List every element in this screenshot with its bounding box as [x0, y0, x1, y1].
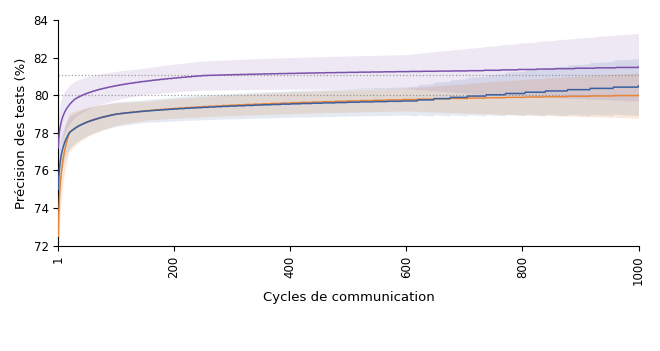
- Line: FedMCCS: FedMCCS: [58, 67, 638, 148]
- FedMCCS: [507, 68, 515, 72]
- FedCS: [310, 101, 318, 105]
- FedMCCS: [517, 67, 525, 72]
- FedMCCS: [310, 71, 318, 75]
- FedCS: [634, 84, 642, 88]
- Y-axis label: Précision des tests (%): Précision des tests (%): [15, 57, 28, 208]
- FedCS: [453, 95, 461, 99]
- VanillaFL: [114, 112, 121, 116]
- FedMCCS: [54, 146, 62, 150]
- FedMCCS: [114, 83, 121, 87]
- FedCS: [507, 91, 515, 95]
- FedCS: [54, 187, 62, 191]
- Line: VanillaFL: VanillaFL: [58, 95, 638, 236]
- FedMCCS: [453, 69, 461, 73]
- FedCS: [114, 112, 121, 116]
- VanillaFL: [634, 93, 642, 97]
- VanillaFL: [453, 96, 461, 100]
- FedCS: [289, 102, 297, 106]
- FedMCCS: [289, 71, 297, 75]
- FedMCCS: [634, 65, 642, 69]
- VanillaFL: [517, 95, 525, 99]
- X-axis label: Cycles de communication: Cycles de communication: [263, 291, 434, 304]
- FedCS: [517, 91, 525, 95]
- VanillaFL: [54, 234, 62, 238]
- VanillaFL: [289, 101, 297, 105]
- VanillaFL: [310, 100, 318, 104]
- Line: FedCS: FedCS: [58, 86, 638, 189]
- VanillaFL: [507, 95, 515, 99]
